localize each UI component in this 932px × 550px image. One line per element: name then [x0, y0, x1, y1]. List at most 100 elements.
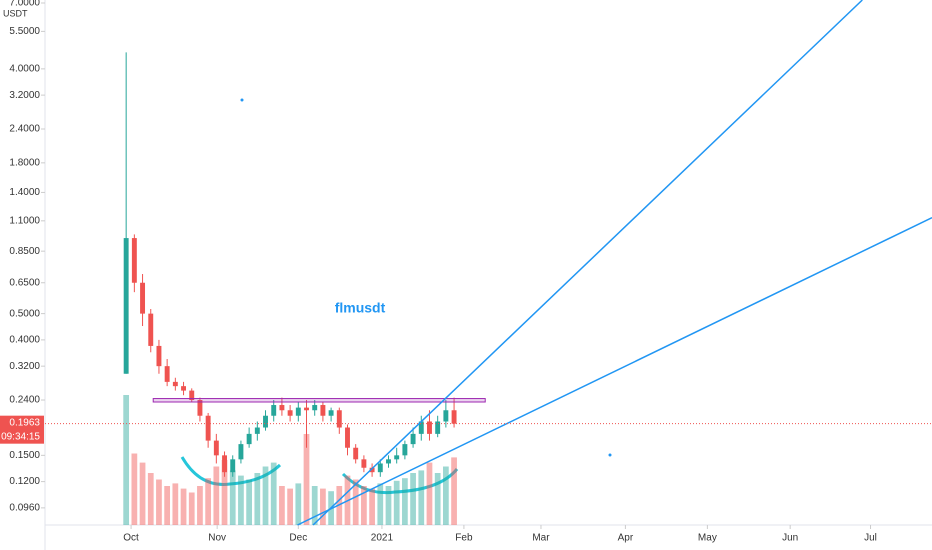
candle-body	[148, 313, 154, 346]
candle-body	[328, 410, 334, 416]
x-tick-label: Jul	[864, 533, 877, 544]
candle-body	[246, 433, 252, 445]
volume-bar	[451, 457, 457, 525]
volume-bar	[180, 488, 187, 525]
last-price-label: 0.1963	[9, 417, 40, 428]
y-tick-label: 0.2400	[9, 395, 40, 406]
volume-bar	[418, 470, 425, 525]
candle-body	[361, 459, 367, 468]
countdown-label: 09:34:15	[1, 431, 40, 442]
y-tick-label: 4.0000	[9, 64, 40, 75]
candle-body	[205, 415, 211, 441]
y-tick-label: 0.4000	[9, 335, 40, 346]
candle-body	[402, 444, 408, 456]
volume-bar	[279, 486, 285, 525]
marker-dot	[240, 98, 244, 102]
volume-bar	[164, 486, 171, 525]
y-tick-label: 1.1000	[9, 215, 40, 226]
y-tick-label: 0.3200	[9, 361, 40, 372]
candle-body	[222, 455, 227, 473]
volume-bar	[131, 453, 138, 525]
volume-bar	[254, 473, 261, 525]
volume-bar	[434, 473, 441, 525]
candle-body	[320, 405, 326, 416]
pattern-arc	[180, 456, 282, 486]
y-tick-label: 1.4000	[9, 187, 40, 198]
candle-body	[287, 410, 293, 416]
last-price-box	[0, 415, 44, 444]
y-tick-label: 3.2000	[9, 90, 40, 101]
y-tick-label: 0.1500	[9, 450, 40, 461]
volume-bar	[172, 483, 179, 525]
y-tick-label: 0.8500	[9, 246, 40, 257]
volume-bar	[188, 492, 195, 525]
x-tick-label: Jun	[782, 533, 798, 544]
candle-body	[197, 400, 203, 416]
volume-bar	[352, 479, 359, 525]
candle-body	[156, 345, 162, 367]
trendline	[312, 0, 863, 526]
candle-body	[312, 405, 318, 411]
volume-bar	[139, 462, 146, 525]
marker-dot	[608, 453, 612, 457]
candle-body	[353, 447, 359, 460]
volume-bar	[402, 478, 408, 525]
volume-bar	[147, 473, 154, 525]
candle-body	[394, 455, 400, 460]
candle-body	[279, 405, 285, 411]
volume-bar	[369, 488, 375, 525]
quote-label: USDT	[3, 8, 28, 18]
candle-body	[131, 238, 137, 283]
candle-body	[435, 421, 441, 434]
pattern-arc	[341, 468, 459, 495]
candle-body	[369, 467, 375, 473]
volume-bar	[229, 470, 236, 525]
candle-body	[164, 366, 170, 382]
volume-bar	[238, 475, 244, 525]
candle-body	[271, 405, 277, 416]
candle-body	[377, 463, 383, 473]
volume-bar	[393, 480, 400, 525]
volume-bar	[311, 486, 318, 525]
volume-bar	[213, 466, 220, 525]
volume-bar	[295, 483, 302, 525]
candle-body	[295, 407, 301, 416]
y-tick-label: 0.1200	[9, 476, 40, 487]
x-tick-label: Feb	[455, 533, 473, 544]
volume-bar	[303, 434, 310, 525]
volume-bar	[320, 488, 326, 525]
candle-body	[181, 386, 187, 391]
candle-body	[140, 282, 146, 314]
y-tick-label: 2.4000	[9, 124, 40, 135]
volume-bar	[205, 478, 212, 525]
candle-body	[418, 421, 424, 434]
x-tick-label: Dec	[289, 533, 307, 544]
volume-bar	[123, 395, 130, 525]
x-tick-label: May	[698, 533, 717, 544]
volume-bar	[443, 466, 449, 525]
y-tick-label: 5.5000	[9, 26, 40, 37]
volume-bar	[426, 462, 433, 525]
y-tick-label: 7.0000	[9, 0, 40, 9]
volume-bar	[262, 466, 269, 525]
x-tick-label: Mar	[532, 533, 550, 544]
volume-bar	[377, 483, 384, 525]
candle-body	[345, 427, 350, 448]
x-tick-label: Nov	[208, 533, 226, 544]
candle-body	[443, 410, 449, 422]
candle-body	[451, 410, 457, 424]
annotation: flmusdt	[335, 300, 386, 316]
y-tick-label: 1.8000	[9, 157, 40, 168]
candle-body	[254, 427, 260, 434]
candle-body	[410, 433, 416, 445]
volume-bar	[156, 479, 162, 525]
candle-body	[189, 390, 195, 401]
candle-body	[263, 415, 268, 428]
candle-body	[304, 407, 309, 411]
volume-bar	[385, 486, 392, 525]
volume-bar	[361, 486, 367, 525]
candle-body	[336, 410, 342, 428]
candle-body	[238, 444, 244, 460]
trendline	[297, 216, 932, 526]
